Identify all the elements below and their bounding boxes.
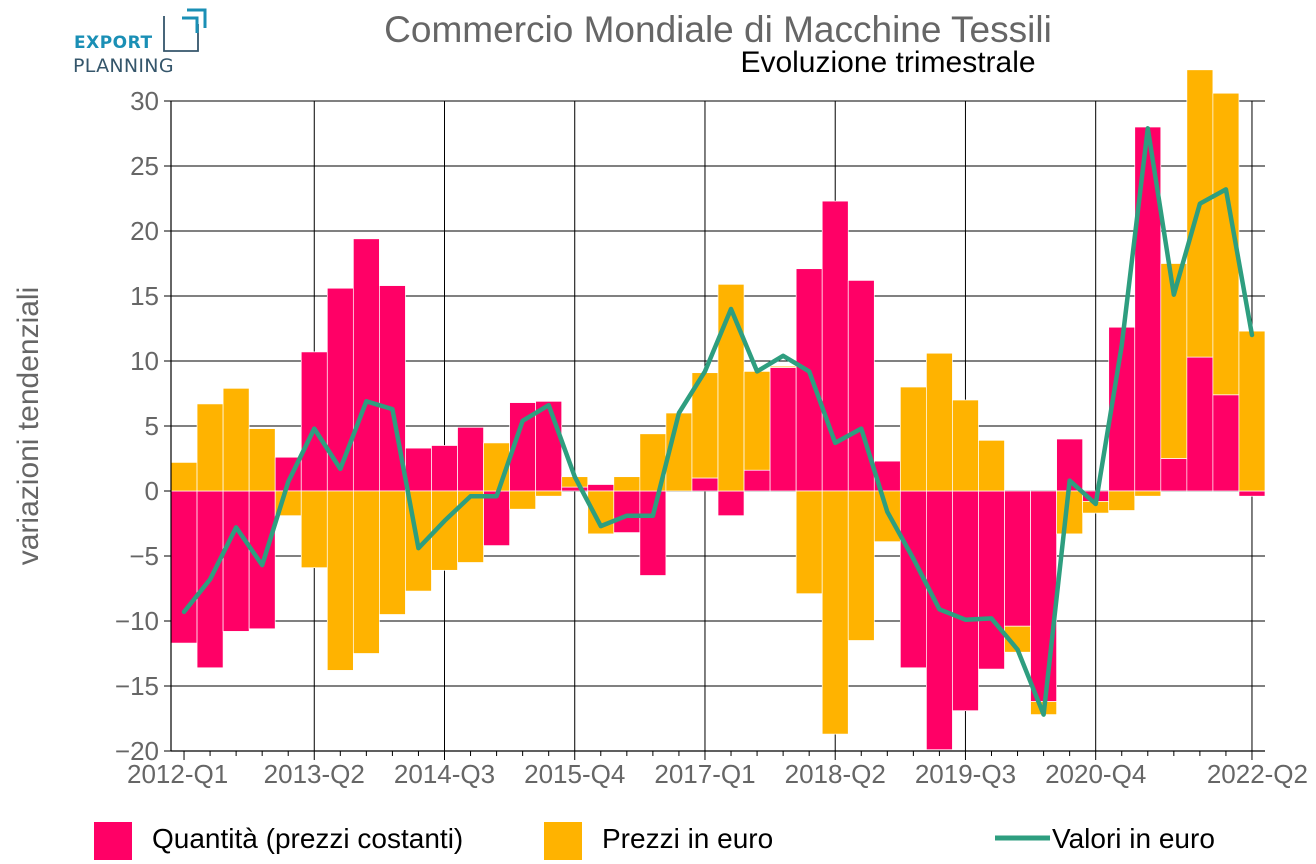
legend-label-quantita: Quantità (prezzi costanti) [152, 823, 463, 854]
bar [1004, 490, 1031, 627]
legend: Quantità (prezzi costanti) Prezzi in euro… [94, 822, 1215, 860]
bar [691, 477, 719, 492]
bar [613, 476, 641, 492]
bar [587, 484, 615, 492]
bar [978, 490, 1005, 670]
bar [1030, 490, 1057, 702]
bar [326, 287, 354, 492]
bar [926, 352, 953, 492]
bar [952, 399, 979, 492]
bar [379, 490, 406, 615]
y-tick-label: 25 [130, 151, 159, 181]
bar [196, 403, 224, 492]
bar [405, 447, 432, 492]
bar [769, 367, 797, 492]
bars [170, 69, 1266, 751]
bar [639, 490, 667, 576]
bar [769, 365, 797, 368]
bar [352, 490, 380, 654]
bar [899, 386, 927, 492]
bar [300, 351, 328, 492]
y-tick-label: −10 [115, 606, 159, 636]
bar [795, 490, 823, 595]
y-tick-label: 20 [130, 216, 159, 246]
x-tick-label: 2012-Q1 [127, 759, 228, 789]
chart-title: Commercio Mondiale di Macchine Tessili [384, 9, 1052, 50]
bar [300, 490, 328, 569]
bar [535, 490, 563, 497]
bar [1238, 490, 1266, 497]
bar [691, 372, 719, 479]
x-tick-label: 2019-Q3 [915, 759, 1016, 789]
bar [978, 439, 1005, 492]
x-tick-label: 2013-Q2 [264, 759, 365, 789]
legend-swatch-prezzi [544, 822, 582, 860]
y-tick-label: 5 [145, 411, 159, 441]
legend-label-valori: Valori in euro [1052, 823, 1215, 854]
bar [1108, 490, 1136, 511]
bar [1186, 356, 1214, 492]
bar [821, 200, 849, 492]
x-tick-label: 2014-Q3 [394, 759, 495, 789]
x-tick-label: 2018-Q2 [785, 759, 886, 789]
y-tick-label: 15 [130, 281, 159, 311]
bar [222, 387, 250, 492]
bar [613, 490, 641, 533]
logo-text-export: EXPORT [74, 33, 153, 53]
bar [222, 490, 250, 632]
line-series [181, 126, 1255, 717]
bar [821, 490, 849, 735]
bar [795, 268, 823, 492]
bar [352, 238, 380, 492]
bar [1134, 490, 1162, 497]
x-tick-label: 2017-Q1 [654, 759, 755, 789]
bar [483, 490, 510, 546]
x-tick-label: 2015-Q4 [524, 759, 625, 789]
bar [743, 371, 771, 471]
bar [170, 490, 198, 644]
y-tick-label: 30 [130, 86, 159, 116]
x-tick-label: 2020-Q4 [1045, 759, 1146, 789]
bar [717, 490, 745, 517]
bar [431, 445, 458, 492]
y-tick-label: 10 [130, 346, 159, 376]
y-tick-label: −15 [115, 671, 159, 701]
legend-swatch-quantita [94, 822, 132, 860]
logo-text-planning: PLANNING [73, 55, 174, 77]
bar [457, 426, 484, 492]
bar [509, 490, 537, 510]
y-tick-label: −5 [129, 541, 159, 571]
bar [1160, 458, 1188, 492]
bar [457, 490, 484, 563]
bar [326, 490, 354, 671]
y-tick-label: −20 [115, 736, 159, 766]
logo-mark-icon [160, 6, 212, 59]
bar [743, 469, 771, 492]
bar [717, 283, 745, 492]
bar [952, 490, 979, 712]
bar [847, 490, 875, 641]
bar [1186, 69, 1214, 358]
bar [1238, 330, 1266, 492]
bar [1212, 394, 1240, 492]
bar [170, 462, 198, 492]
y-axis-label: variazioni tendenziali [12, 287, 45, 566]
bar [248, 428, 276, 492]
series-line [181, 126, 1255, 717]
bar [926, 490, 953, 751]
y-tick-label: 0 [145, 476, 159, 506]
x-tick-label: 2022-Q2 [1207, 759, 1308, 789]
chart-subtitle: Evoluzione trimestrale [740, 46, 1035, 79]
legend-label-prezzi: Prezzi in euro [602, 823, 773, 854]
bar [535, 400, 563, 492]
